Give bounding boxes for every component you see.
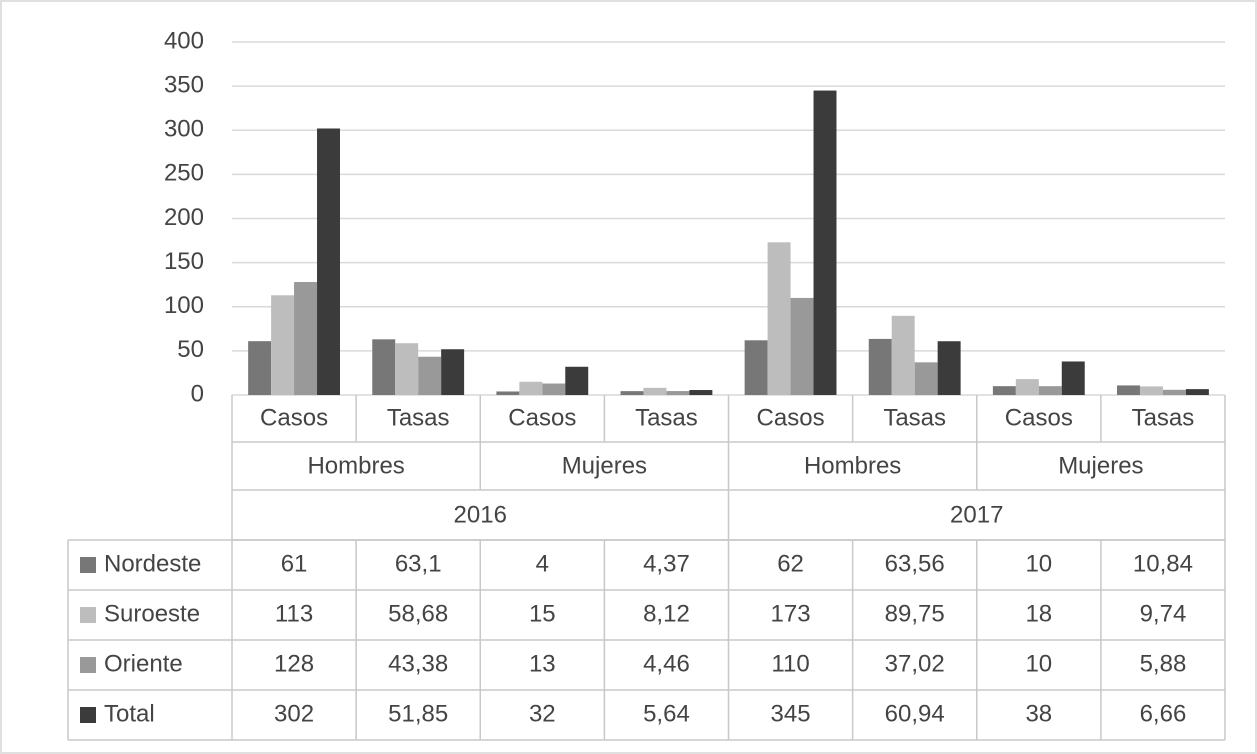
bar <box>914 362 938 395</box>
table-cell: 10,84 <box>1133 550 1193 577</box>
bar <box>666 391 690 395</box>
y-tick-label: 150 <box>164 248 204 275</box>
table-cell: 51,85 <box>388 700 448 727</box>
x-tick-label: Casos <box>757 404 825 431</box>
year-label: 2017 <box>950 501 1003 528</box>
table-cell: 10 <box>1025 550 1052 577</box>
bar <box>395 343 419 395</box>
bar <box>790 297 814 395</box>
group-label: Hombres <box>804 452 901 479</box>
bar <box>891 315 915 395</box>
table-cell: 113 <box>275 600 313 627</box>
year-label: 2016 <box>454 501 507 528</box>
x-tick-label: Tasas <box>883 404 946 431</box>
y-tick-label: 50 <box>177 336 204 363</box>
bar <box>248 341 272 395</box>
bar <box>620 391 644 395</box>
y-tick-label: 100 <box>164 292 204 319</box>
table-cell: 110 <box>771 650 809 677</box>
y-tick-label: 400 <box>164 27 204 54</box>
y-tick-label: 350 <box>164 71 204 98</box>
table-cell: 5,64 <box>643 700 690 727</box>
table-cell: 63,56 <box>885 550 945 577</box>
legend-swatch <box>80 557 96 573</box>
table-cell: 9,74 <box>1140 600 1187 627</box>
x-tick-label: Tasas <box>387 404 450 431</box>
x-tick-label: Tasas <box>635 404 698 431</box>
x-tick-label: Casos <box>260 404 328 431</box>
table-cell: 4 <box>536 550 549 577</box>
bar <box>1162 389 1186 395</box>
bar <box>689 390 713 395</box>
table-cell: 58,68 <box>388 600 448 627</box>
table-cell: 173 <box>771 600 811 627</box>
table-cell: 8,12 <box>643 600 690 627</box>
table-cell: 13 <box>529 650 556 677</box>
table-cell: 6,66 <box>1140 700 1187 727</box>
table-cell: 4,46 <box>643 650 690 677</box>
table-cell: 60,94 <box>885 700 945 727</box>
table-cell: 61 <box>281 550 308 577</box>
bar <box>441 349 465 395</box>
y-tick-label: 200 <box>164 204 204 231</box>
y-tick-label: 0 <box>191 380 204 407</box>
bar <box>643 387 667 395</box>
bar <box>542 383 566 395</box>
legend-swatch <box>80 707 96 723</box>
y-tick-label: 300 <box>164 116 204 143</box>
table-cell: 63,1 <box>395 550 442 577</box>
table-cell: 62 <box>777 550 804 577</box>
x-tick-label: Tasas <box>1132 404 1195 431</box>
table-cell: 10 <box>1025 650 1052 677</box>
bar <box>418 356 442 395</box>
table-cell: 18 <box>1025 600 1052 627</box>
bar <box>1061 361 1085 395</box>
bar <box>744 340 768 395</box>
group-label: Mujeres <box>1058 452 1143 479</box>
table-cell: 43,38 <box>388 650 448 677</box>
bar <box>868 338 892 395</box>
table-cell: 128 <box>274 650 314 677</box>
bar <box>767 242 791 395</box>
bar <box>372 339 396 395</box>
table-cell: 32 <box>529 700 556 727</box>
bar <box>565 366 589 395</box>
table-cell: 302 <box>274 700 314 727</box>
bar <box>1185 389 1209 395</box>
bar <box>519 381 543 395</box>
bar <box>271 295 295 395</box>
table-cell: 89,75 <box>885 600 945 627</box>
legend-label: Oriente <box>104 650 183 677</box>
bar <box>1038 386 1062 395</box>
bar <box>1015 379 1039 395</box>
table-cell: 15 <box>529 600 556 627</box>
bar <box>992 386 1016 395</box>
group-label: Mujeres <box>562 452 647 479</box>
legend-label: Total <box>104 700 155 727</box>
x-tick-label: Casos <box>1005 404 1073 431</box>
table-cell: 37,02 <box>885 650 945 677</box>
y-tick-label: 250 <box>164 160 204 187</box>
legend-label: Suroeste <box>104 600 200 627</box>
table-cell: 38 <box>1025 700 1052 727</box>
x-tick-label: Casos <box>508 404 576 431</box>
bar <box>1139 386 1163 395</box>
table-cell: 4,37 <box>643 550 690 577</box>
bar <box>1117 385 1140 395</box>
bar <box>496 391 520 395</box>
bar <box>813 90 837 395</box>
table-cell: 345 <box>771 700 811 727</box>
bar <box>937 341 961 395</box>
group-label: Hombres <box>307 452 404 479</box>
legend-label: Nordeste <box>104 550 201 577</box>
bar <box>317 128 340 396</box>
bar <box>294 282 318 395</box>
legend-swatch <box>80 657 96 673</box>
table-cell: 5,88 <box>1140 650 1187 677</box>
legend-swatch <box>80 607 96 623</box>
